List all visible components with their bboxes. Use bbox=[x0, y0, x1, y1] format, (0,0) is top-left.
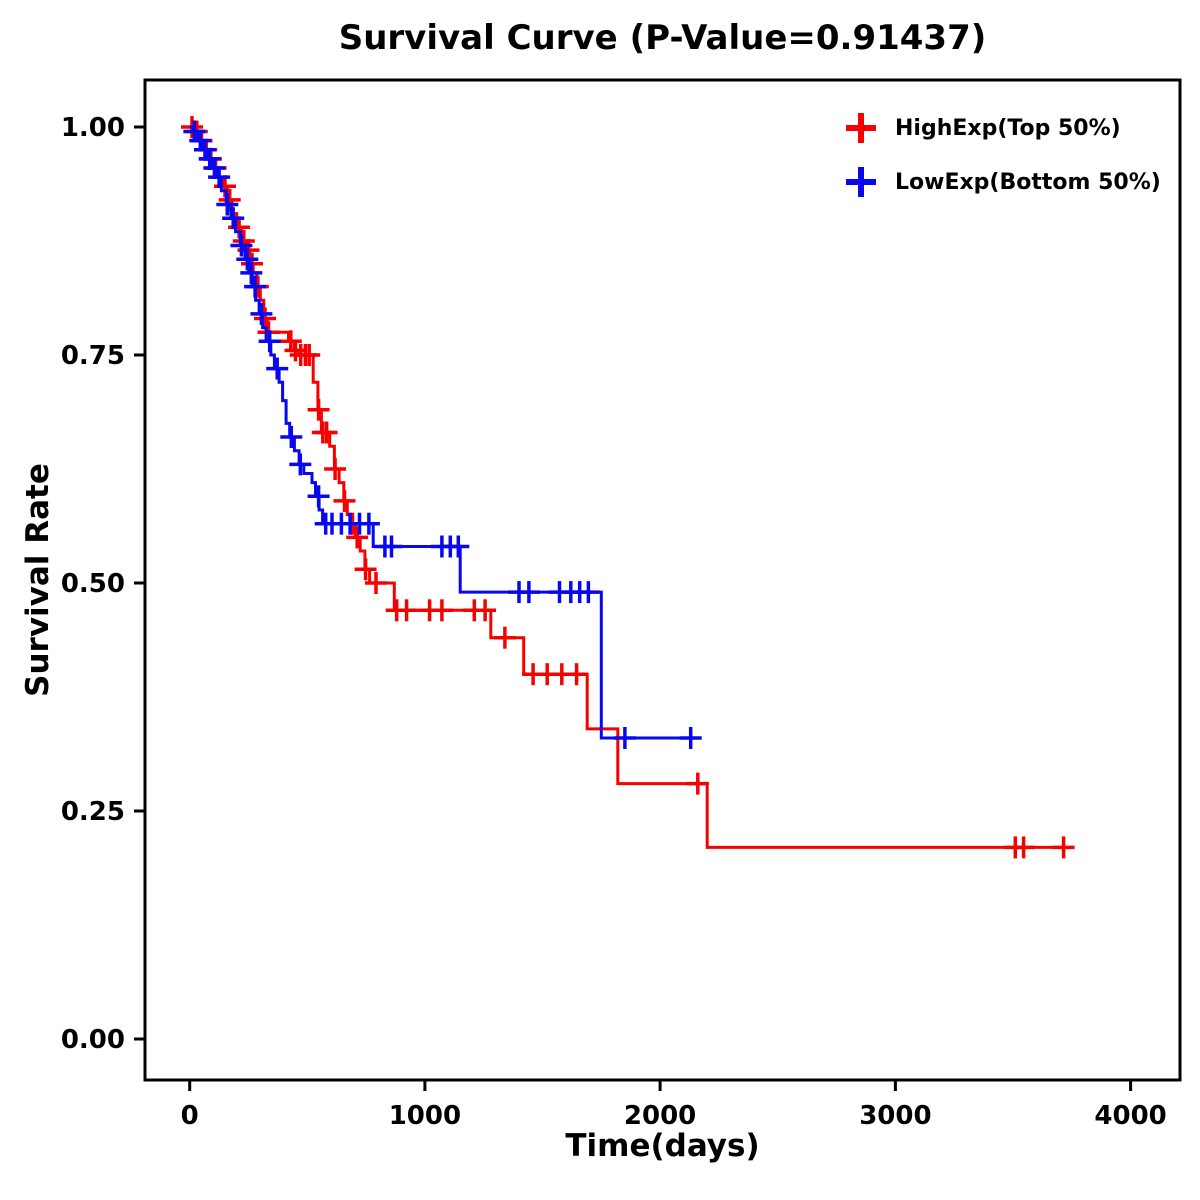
x-tick-label: 0 bbox=[181, 1101, 199, 1131]
legend: HighExp(Top 50%) LowExp(Bottom 50%) bbox=[843, 110, 1161, 200]
x-tick-label: 4000 bbox=[1094, 1101, 1166, 1131]
y-axis-label: Survival Rate bbox=[20, 463, 56, 697]
y-tick-label: 0.50 bbox=[61, 569, 125, 599]
x-tick-label: 3000 bbox=[859, 1101, 931, 1131]
plus-marker-icon bbox=[846, 113, 876, 143]
legend-label-lowexp: LowExp(Bottom 50%) bbox=[895, 169, 1161, 195]
legend-entry-lowexp: LowExp(Bottom 50%) bbox=[843, 164, 1161, 200]
series-lowexp bbox=[183, 120, 702, 749]
y-tick-label: 0.25 bbox=[61, 797, 125, 827]
survival-step-line bbox=[189, 125, 696, 740]
plot-frame bbox=[143, 78, 1182, 1082]
page-title: Survival Curve (P-Value=0.91437) bbox=[338, 18, 987, 58]
x-tick-label: 1000 bbox=[389, 1101, 461, 1131]
plus-marker-icon bbox=[846, 167, 876, 197]
y-tick-label: 0.00 bbox=[61, 1025, 125, 1055]
x-tick-label: 2000 bbox=[624, 1101, 696, 1131]
y-tick-label: 0.75 bbox=[61, 341, 125, 371]
legend-label-highexp: HighExp(Top 50%) bbox=[895, 115, 1121, 141]
x-axis-label: Time(days) bbox=[565, 1128, 760, 1164]
y-tick-label: 1.00 bbox=[61, 113, 125, 143]
legend-entry-highexp: HighExp(Top 50%) bbox=[843, 110, 1161, 146]
